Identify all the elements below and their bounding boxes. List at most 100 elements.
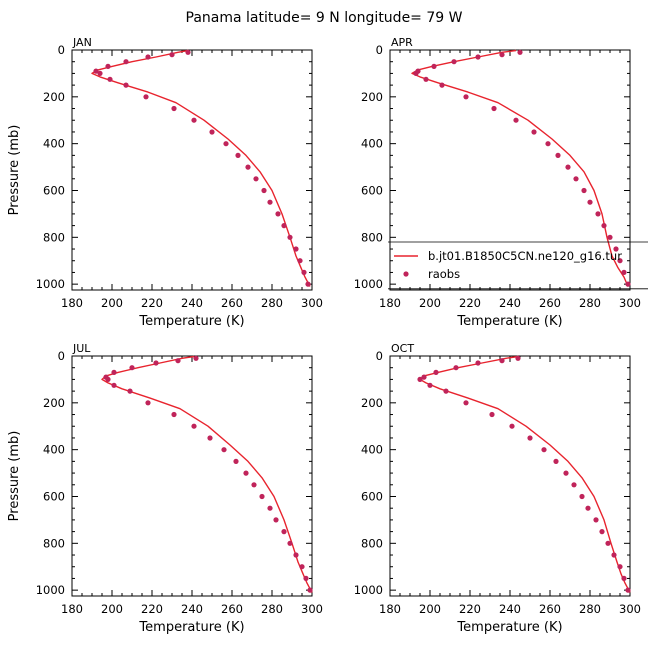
y-tick-label: 0 — [376, 349, 383, 363]
panel-label: APR — [391, 36, 413, 49]
raobs-point — [509, 423, 515, 429]
y-tick-label: 600 — [361, 489, 383, 503]
raobs-point — [275, 211, 281, 217]
x-tick-label: 220 — [141, 296, 163, 310]
raobs-point — [571, 482, 577, 488]
raobs-point — [545, 141, 551, 147]
y-tick-label: 200 — [43, 90, 65, 104]
y-tick-label: 200 — [361, 90, 383, 104]
raobs-point — [107, 76, 113, 82]
raobs-point — [221, 447, 227, 453]
raobs-point — [475, 360, 481, 366]
panel-oct: OCT 180 200 220 240 260 280 300 0 200 400 600 800 100… — [354, 342, 641, 635]
x-axis-title: Temperature (K) — [138, 314, 244, 329]
raobs-point — [617, 258, 623, 264]
x-tick-label: 240 — [181, 602, 203, 616]
plot-frame — [389, 355, 631, 597]
x-tick-label: 260 — [539, 296, 561, 310]
raobs-point — [171, 105, 177, 112]
x-tick-label: 180 — [379, 296, 401, 310]
x-axis-title: Temperature (K) — [456, 314, 562, 329]
raobs-point — [625, 281, 631, 287]
raobs-point — [427, 382, 433, 388]
x-tick-label: 200 — [419, 296, 441, 310]
model-profile-line — [91, 49, 311, 287]
raobs-point — [303, 575, 309, 582]
raobs-point — [515, 355, 521, 361]
raobs-point — [233, 458, 239, 464]
x-axis-title: Temperature (K) — [456, 620, 562, 635]
raobs-point — [223, 141, 229, 147]
raobs-point — [413, 70, 419, 76]
raobs-point — [123, 82, 129, 88]
raobs-point — [145, 54, 151, 60]
raobs-point — [423, 76, 429, 82]
raobs-point — [601, 223, 607, 229]
y-tick-label: 800 — [43, 230, 65, 244]
raobs-point — [169, 52, 175, 58]
x-tick-label: 260 — [539, 602, 561, 616]
raobs-point — [259, 493, 265, 500]
raobs-point — [297, 258, 303, 264]
raobs-point — [143, 94, 149, 100]
raobs-point — [581, 187, 587, 194]
y-tick-label: 400 — [43, 443, 65, 457]
raobs-point — [267, 199, 273, 205]
model-profile-line — [419, 355, 631, 593]
y-tick-label: 0 — [58, 43, 65, 57]
raobs-point — [605, 540, 611, 546]
y-tick-label: 800 — [361, 536, 383, 550]
panel-jan: JAN 180 200 220 240 260 280 300 0 200 400 600 800 100… — [7, 36, 323, 329]
raobs-point — [595, 211, 601, 217]
raobs-point — [243, 470, 249, 476]
y-tick-label: 1000 — [354, 583, 383, 597]
raobs-point — [617, 564, 623, 570]
raobs-point — [93, 68, 99, 74]
raobs-point — [443, 388, 449, 394]
raobs-point — [431, 63, 437, 69]
raobs-point — [439, 82, 445, 88]
x-tick-label: 280 — [261, 602, 283, 616]
raobs-point — [599, 529, 605, 535]
y-tick-label: 400 — [361, 443, 383, 457]
x-tick-label: 180 — [61, 296, 83, 310]
model-profile-line — [411, 49, 629, 287]
x-tick-label: 240 — [499, 296, 521, 310]
panels-container: JAN 180 200 220 240 260 280 300 0 200 400 600 800 100… — [7, 36, 648, 635]
raobs-point — [565, 164, 571, 170]
plot-frame — [71, 49, 313, 291]
raobs-point — [517, 49, 523, 55]
raobs-point — [193, 355, 199, 361]
raobs-point — [463, 400, 469, 406]
raobs-point — [207, 435, 213, 441]
raobs-point — [621, 575, 627, 582]
raobs-point — [267, 505, 273, 511]
y-tick-label: 400 — [43, 137, 65, 151]
y-tick-label: 0 — [376, 43, 383, 57]
x-tick-label: 240 — [181, 296, 203, 310]
raobs-point — [293, 246, 299, 252]
panel-label: JAN — [72, 36, 92, 49]
model-profile-line — [101, 355, 313, 593]
raobs-point — [475, 54, 481, 60]
raobs-point — [175, 358, 181, 364]
panel-label: OCT — [391, 342, 414, 355]
x-tick-label: 280 — [579, 602, 601, 616]
raobs-point — [209, 129, 215, 135]
raobs-point — [191, 423, 197, 429]
raobs-point — [281, 223, 287, 229]
raobs-point — [145, 400, 151, 406]
raobs-point — [489, 411, 495, 418]
raobs-point — [245, 164, 251, 170]
raobs-point — [305, 281, 311, 287]
raobs-point — [287, 234, 293, 240]
y-tick-label: 1000 — [36, 277, 65, 291]
raobs-point — [587, 199, 593, 205]
raobs-point — [625, 587, 631, 593]
x-tick-label: 260 — [221, 296, 243, 310]
raobs-point — [105, 63, 111, 69]
raobs-point — [579, 493, 585, 500]
x-tick-label: 240 — [499, 602, 521, 616]
x-tick-label: 260 — [221, 602, 243, 616]
x-tick-label: 220 — [459, 602, 481, 616]
